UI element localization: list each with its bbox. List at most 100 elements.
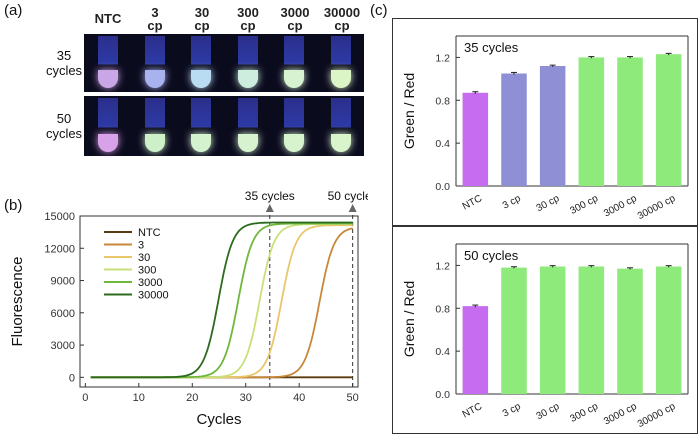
chart-title: 35 cycles xyxy=(464,40,519,55)
tube xyxy=(237,98,258,152)
x-tick-label: NTC xyxy=(461,193,484,212)
bar-30000-cp xyxy=(655,266,682,394)
y-tick-label: 0.0 xyxy=(435,389,450,401)
series-line-30 xyxy=(90,224,353,379)
bar-NTC xyxy=(462,306,489,394)
tube-column-label: 3000 cp xyxy=(280,5,310,33)
tube-column-label: 3 cp xyxy=(147,5,163,33)
tube xyxy=(98,36,118,88)
tube xyxy=(284,98,305,152)
y-tick-label: 0.8 xyxy=(435,303,450,315)
tube xyxy=(331,98,351,152)
bar-300-cp xyxy=(578,266,605,394)
tube-fluorescence xyxy=(98,134,118,152)
y-tick-label: 1.2 xyxy=(435,260,450,272)
tube xyxy=(144,36,165,88)
x-tick-label: 10 xyxy=(133,392,145,404)
tube xyxy=(191,98,212,152)
tube-column-label: 30000 cp xyxy=(323,5,361,33)
y-tick-label: 15000 xyxy=(44,211,75,223)
x-tick-label: 30 cp xyxy=(535,401,562,422)
x-tick-label: 20 xyxy=(186,392,198,404)
tube-fluorescence xyxy=(284,134,305,152)
tube-row-label: 50 cycles xyxy=(45,111,83,141)
bar-chart-35-frame xyxy=(392,18,698,226)
y-tick-label: 0.0 xyxy=(435,181,450,193)
tube-fluorescence xyxy=(331,134,351,152)
legend-label: 3000 xyxy=(138,277,162,289)
y-tick-label: 0.8 xyxy=(435,95,450,107)
tube xyxy=(98,98,118,152)
y-tick-label: 0.4 xyxy=(435,346,450,358)
plot-frame xyxy=(79,215,359,388)
tube-photo-50-cycles xyxy=(84,96,364,156)
bar-30-cp xyxy=(539,266,566,394)
panel-label-c: (c) xyxy=(370,2,388,19)
chart-title: 50 cycles xyxy=(464,248,519,263)
series-line-300 xyxy=(90,223,353,379)
tube-fluorescence xyxy=(237,70,258,88)
series-line-3 xyxy=(90,227,353,379)
x-tick-label: 50 xyxy=(347,392,359,404)
tube-fluorescence xyxy=(191,134,212,152)
tube xyxy=(237,36,258,88)
bar-chart-50-cycles: 0.0 0.4 0.8 1.2 Green / Red 50 cycles NTC 3 cp 3… xyxy=(401,243,689,430)
tube xyxy=(284,36,305,88)
legend-label: 30 xyxy=(138,252,150,264)
x-axis-label: Cycles xyxy=(196,411,241,428)
x-tick-label: 30000 cp xyxy=(636,401,678,430)
tube-fluorescence xyxy=(144,70,165,88)
tube-row-label: 35 cycles xyxy=(45,48,83,78)
y-axis-label: Green / Red xyxy=(401,73,417,149)
tube-column-label: 30 cp xyxy=(194,5,210,33)
bar-3000-cp xyxy=(617,268,643,394)
x-tick-label: 30 xyxy=(240,392,252,404)
tube-column-label: NTC xyxy=(94,11,122,26)
y-tick-label: 3000 xyxy=(51,340,75,352)
bar-chart-35-cycles: 0.0 0.4 0.8 1.2 Green / Red 35 cycles NTC 3 cp 3… xyxy=(401,35,689,222)
tube-fluorescence xyxy=(98,70,118,88)
bar-3-cp xyxy=(501,73,527,186)
bar-chart-50-frame xyxy=(392,226,698,434)
y-tick-label: 6000 xyxy=(51,308,75,320)
series-line-30000 xyxy=(90,221,353,379)
x-tick-label: 300 cp xyxy=(568,401,600,425)
y-tick-label: 9000 xyxy=(51,276,75,288)
x-tick-label: 300 cp xyxy=(568,193,600,217)
tube-fluorescence xyxy=(331,70,351,88)
x-tick-label: 30000 cp xyxy=(636,193,678,222)
tube-fluorescence xyxy=(191,70,212,88)
legend-label: NTC xyxy=(138,227,161,239)
cycle-marker-arrow xyxy=(348,204,357,212)
x-tick-label: 0 xyxy=(82,392,88,404)
tube xyxy=(191,36,212,88)
tube-fluorescence xyxy=(237,134,258,152)
tube-fluorescence xyxy=(284,70,305,88)
tube xyxy=(331,36,351,88)
amplification-curve-chart: 0 10 20 30 40 50 0 3000 6000 9000 12000 15000 Cycles… xyxy=(9,190,368,428)
tube-photo-panel: NTC 3 cp 30 cp 300 cp 3000 cp 30000 cp 35 cyc… xyxy=(46,0,365,180)
cycle-marker-arrow xyxy=(265,204,274,212)
y-tick-label: 12000 xyxy=(44,243,75,255)
x-tick-label: 3 cp xyxy=(501,193,523,212)
bar-3-cp xyxy=(501,267,527,394)
y-tick-label: 0 xyxy=(69,372,75,384)
legend-label: 3 xyxy=(138,240,144,252)
x-tick-label: 40 xyxy=(293,392,305,404)
x-tick-label: 3 cp xyxy=(501,401,523,420)
y-tick-label: 1.2 xyxy=(435,52,450,64)
bar-30000-cp xyxy=(655,54,682,186)
panel-label-a: (a) xyxy=(4,2,23,19)
tube-fluorescence xyxy=(144,134,165,152)
x-tick-label: NTC xyxy=(461,401,484,420)
tube-column-label: 300 cp xyxy=(237,5,259,33)
tube-photo-35-cycles xyxy=(84,34,364,92)
bar-30-cp xyxy=(539,66,566,186)
y-axis-label: Green / Red xyxy=(401,281,417,357)
series-line-3000 xyxy=(90,222,353,379)
panel-label-b: (b) xyxy=(4,197,23,214)
x-tick-label: 3000 cp xyxy=(602,401,639,428)
x-tick-label: 30 cp xyxy=(535,193,562,214)
tube xyxy=(144,98,165,152)
legend-label: 30000 xyxy=(138,290,169,302)
